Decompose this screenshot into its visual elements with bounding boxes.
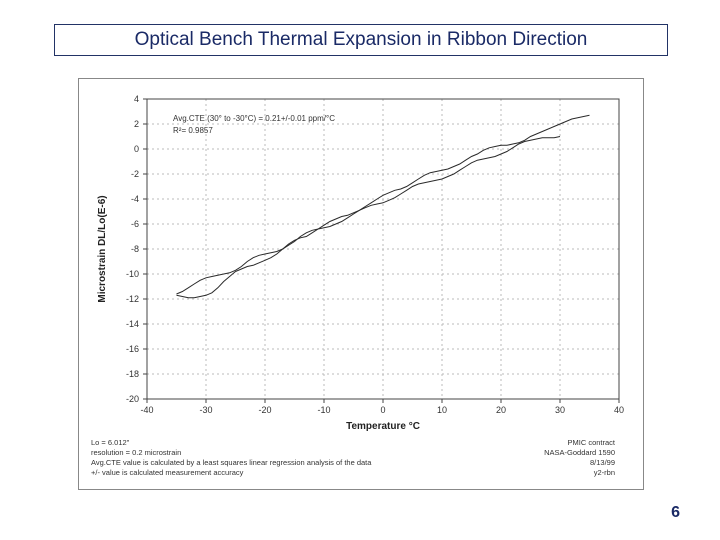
svg-text:-10: -10 [126, 269, 139, 279]
svg-text:-4: -4 [131, 194, 139, 204]
svg-text:y2-rbn: y2-rbn [594, 468, 615, 477]
svg-text:Avg.CTE (30° to -30°C) = 0.21+: Avg.CTE (30° to -30°C) = 0.21+/-0.01 ppm… [173, 114, 335, 123]
svg-text:Microstrain DL/Lo(E-6): Microstrain DL/Lo(E-6) [97, 195, 108, 302]
svg-text:-18: -18 [126, 369, 139, 379]
svg-text:resolution = 0.2 microstrain: resolution = 0.2 microstrain [91, 448, 181, 457]
svg-text:10: 10 [437, 405, 447, 415]
svg-text:+/- value is calculated measur: +/- value is calculated measurement accu… [91, 468, 244, 477]
svg-text:2: 2 [134, 119, 139, 129]
svg-text:-40: -40 [140, 405, 153, 415]
svg-text:PMIC contract: PMIC contract [567, 438, 615, 447]
svg-text:-20: -20 [258, 405, 271, 415]
svg-text:NASA-Goddard 1590: NASA-Goddard 1590 [544, 448, 615, 457]
title-box: Optical Bench Thermal Expansion in Ribbo… [54, 24, 668, 56]
svg-text:-30: -30 [199, 405, 212, 415]
svg-text:-6: -6 [131, 219, 139, 229]
svg-text:-16: -16 [126, 344, 139, 354]
svg-text:Lo = 6.012": Lo = 6.012" [91, 438, 130, 447]
svg-text:Temperature °C: Temperature °C [346, 421, 420, 432]
svg-text:-20: -20 [126, 394, 139, 404]
svg-text:Avg.CTE value is calculated by: Avg.CTE value is calculated by a least s… [91, 458, 372, 467]
svg-text:30: 30 [555, 405, 565, 415]
page-number: 6 [671, 504, 680, 522]
svg-text:0: 0 [134, 144, 139, 154]
svg-text:-14: -14 [126, 319, 139, 329]
svg-text:40: 40 [614, 405, 624, 415]
svg-text:20: 20 [496, 405, 506, 415]
svg-text:-12: -12 [126, 294, 139, 304]
svg-text:0: 0 [380, 405, 385, 415]
svg-text:-10: -10 [317, 405, 330, 415]
svg-text:4: 4 [134, 94, 139, 104]
chart-plot: -40-30-20-10010203040-20-18-16-14-12-10-… [79, 79, 643, 489]
chart-frame: -40-30-20-10010203040-20-18-16-14-12-10-… [78, 78, 644, 490]
svg-text:R²= 0.9857: R²= 0.9857 [173, 126, 213, 135]
slide-title: Optical Bench Thermal Expansion in Ribbo… [135, 29, 588, 51]
svg-text:8/13/99: 8/13/99 [590, 458, 615, 467]
svg-text:-8: -8 [131, 244, 139, 254]
svg-text:-2: -2 [131, 169, 139, 179]
